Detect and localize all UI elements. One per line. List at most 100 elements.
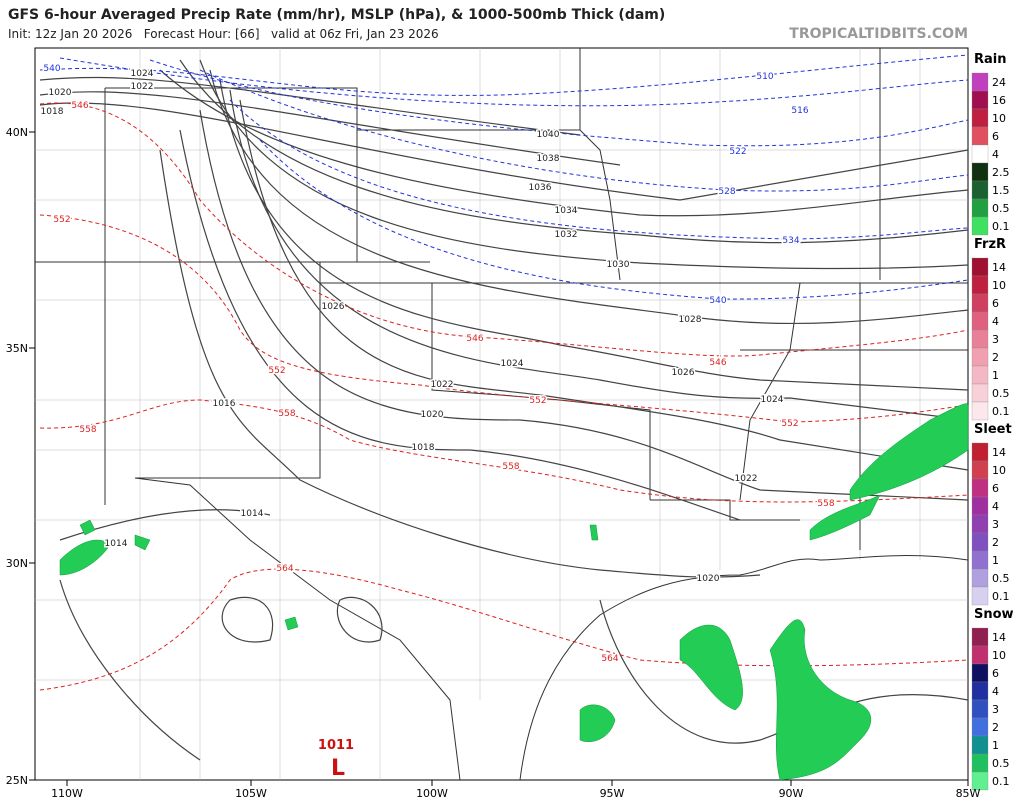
legend-swatch — [971, 681, 989, 701]
legend-label: 24 — [992, 76, 1006, 89]
contour-label: 546 — [71, 101, 88, 111]
contour-label: 1028 — [679, 315, 702, 325]
contour-label: 1016 — [213, 399, 236, 409]
precipitation — [59, 403, 969, 781]
contour-label: 1022 — [131, 82, 154, 92]
contour-label: 1026 — [672, 368, 695, 378]
contour-label: 1020 — [421, 410, 444, 420]
legend-label: 6 — [992, 130, 999, 143]
legend-swatch — [971, 717, 989, 737]
legend-label: 6 — [992, 297, 999, 310]
legend-swatch — [971, 144, 989, 164]
map-frame: 1011 L — [34, 47, 969, 781]
contour-label: 1032 — [555, 230, 578, 240]
legend-swatch — [971, 311, 989, 331]
legend-label: 1 — [992, 554, 999, 567]
legend-swatch — [971, 383, 989, 403]
legend-swatch — [971, 442, 989, 462]
legend-label: 4 — [992, 315, 999, 328]
legend-label: 1 — [992, 369, 999, 382]
lon-label: 90W — [779, 787, 804, 800]
legend-label: 0.1 — [992, 775, 1010, 788]
legend-swatch — [971, 365, 989, 385]
legend-swatch — [971, 478, 989, 498]
legend-swatch — [971, 663, 989, 683]
legend: Rain241610642.51.50.50.1FrzR1410643210.5… — [971, 52, 1014, 791]
contour-label: 558 — [502, 462, 519, 472]
legend-label: 4 — [992, 685, 999, 698]
legend-label: 3 — [992, 333, 999, 346]
legend-label: 3 — [992, 518, 999, 531]
legend-swatch — [971, 568, 989, 588]
contour-label: 1022 — [431, 380, 454, 390]
legend-label: 10 — [992, 464, 1006, 477]
legend-label: 0.5 — [992, 757, 1010, 770]
lon-label: 95W — [600, 787, 625, 800]
legend-label: 0.5 — [992, 572, 1010, 585]
legend-swatch — [971, 586, 989, 606]
contour-label: 1024 — [501, 359, 524, 369]
lon-label: 100W — [416, 787, 448, 800]
legend-swatch — [971, 514, 989, 534]
legend-label: 14 — [992, 261, 1006, 274]
legend-swatch — [971, 275, 989, 295]
lon-label: 110W — [51, 787, 83, 800]
contour-label: 558 — [79, 425, 96, 435]
contour-label: 540 — [43, 64, 60, 74]
legend-label: 14 — [992, 631, 1006, 644]
legend-label: 1.5 — [992, 184, 1010, 197]
legend-swatch — [971, 753, 989, 773]
contour-label: 540 — [709, 296, 726, 306]
thickness-lines — [39, 54, 969, 691]
legend-label: 3 — [992, 703, 999, 716]
low-symbol: L — [331, 756, 345, 781]
legend-label: 4 — [992, 500, 999, 513]
contour-label: 1020 — [697, 574, 720, 584]
legend-label: 2 — [992, 536, 999, 549]
contour-label: 1036 — [529, 183, 552, 193]
contour-label: 510 — [756, 72, 773, 82]
contour-label: 546 — [466, 334, 483, 344]
legend-swatch — [971, 699, 989, 719]
legend-label: 2 — [992, 351, 999, 364]
legend-label: 6 — [992, 482, 999, 495]
subtitle: Init: 12z Jan 20 2026 Forecast Hour: [66… — [8, 27, 439, 41]
legend-swatch — [971, 645, 989, 665]
isobars — [39, 59, 969, 761]
contour-label: 1022 — [735, 474, 758, 484]
legend-swatch — [971, 532, 989, 552]
contour-label: 1014 — [105, 539, 128, 549]
contour-label: 564 — [601, 654, 618, 664]
legend-swatch — [971, 347, 989, 367]
legend-swatch — [971, 126, 989, 146]
legend-label: 0.1 — [992, 590, 1010, 603]
legend-swatch — [971, 293, 989, 313]
contour-label: 1024 — [131, 69, 154, 79]
legend-label: 0.1 — [992, 220, 1010, 233]
legend-label: 0.5 — [992, 387, 1010, 400]
legend-swatch — [971, 108, 989, 128]
contour-label: 1034 — [555, 206, 578, 216]
legend-swatch — [971, 162, 989, 182]
legend-label: 0.5 — [992, 202, 1010, 215]
legend-label: 10 — [992, 279, 1006, 292]
legend-title: FrzR — [974, 237, 1006, 252]
contour-label: 1014 — [241, 509, 264, 519]
legend-title: Snow — [974, 607, 1014, 622]
title: GFS 6-hour Averaged Precip Rate (mm/hr),… — [8, 7, 665, 23]
legend-label: 14 — [992, 446, 1006, 459]
contour-label: 1018 — [412, 443, 435, 453]
contour-label: 1018 — [41, 107, 64, 117]
lat-label: 35N — [6, 342, 28, 355]
legend-swatch — [971, 496, 989, 516]
legend-swatch — [971, 627, 989, 647]
legend-label: 4 — [992, 148, 999, 161]
legend-swatch — [971, 198, 989, 218]
contour-label: 552 — [268, 366, 285, 376]
legend-swatch — [971, 72, 989, 92]
contour-label: 558 — [278, 409, 295, 419]
contour-label: 1040 — [537, 130, 560, 140]
legend-swatch — [971, 771, 989, 791]
contour-label: 564 — [276, 564, 293, 574]
